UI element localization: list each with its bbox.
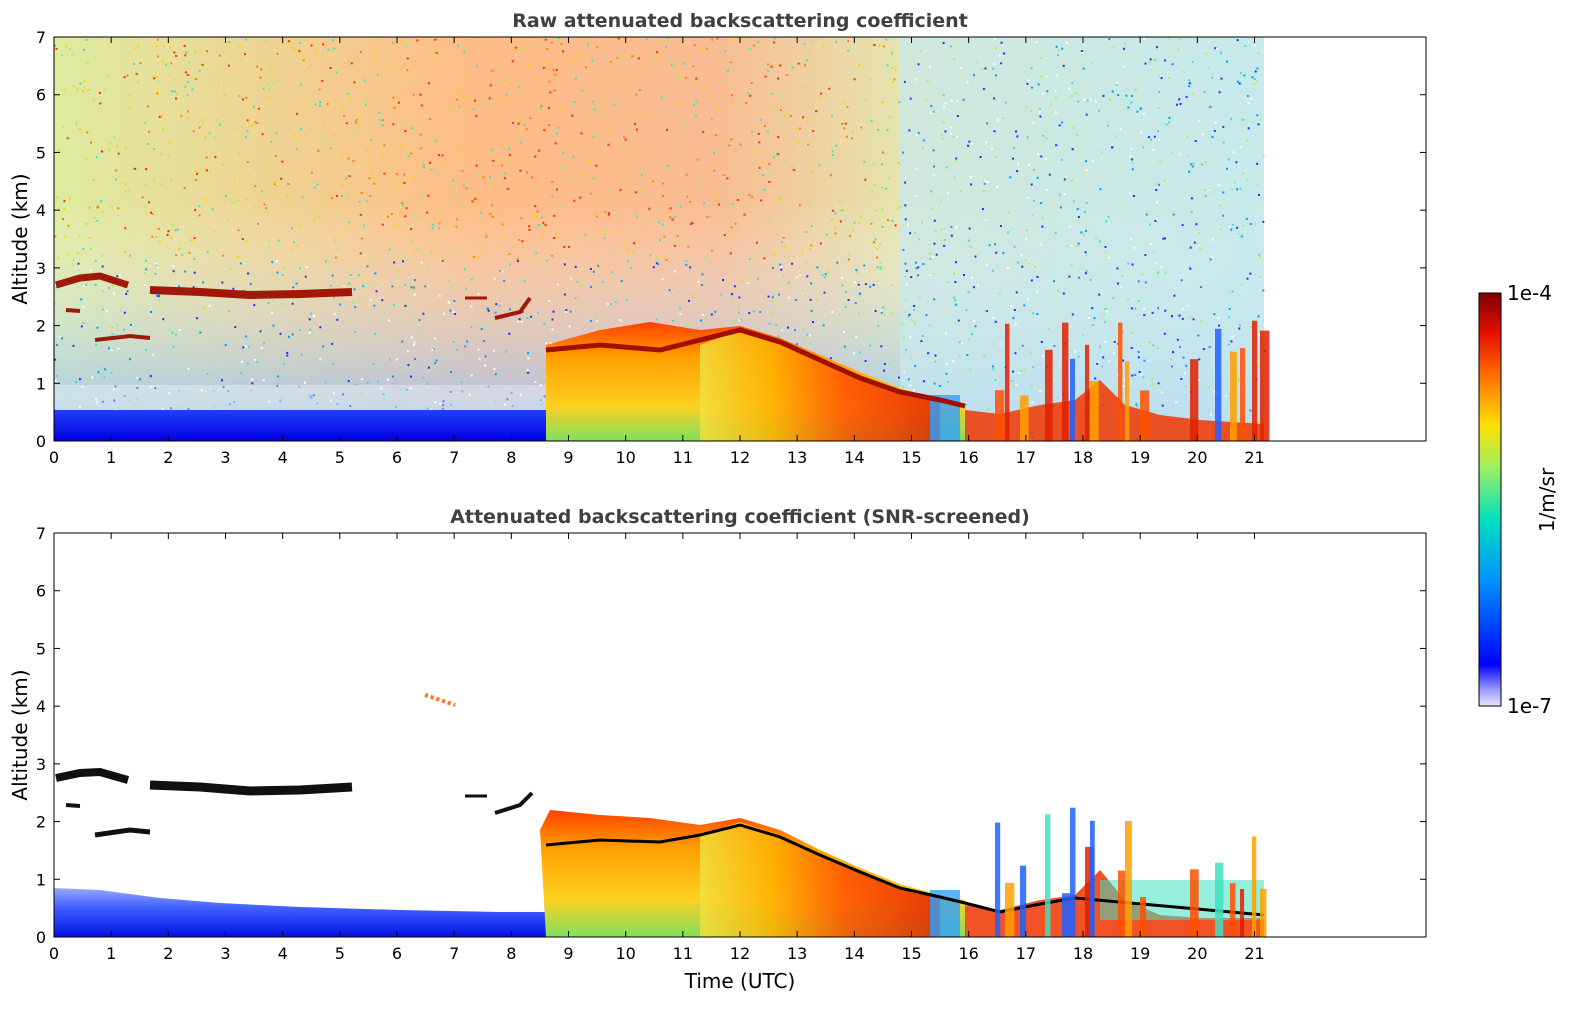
colorbar-max-label: 1e-4 [1507, 281, 1552, 305]
x-tick-label: 20 [1187, 448, 1207, 467]
panel-2-title: Attenuated backscattering coefficient (S… [450, 506, 1030, 528]
y-tick-label: 7 [36, 28, 46, 47]
x-axis-1: 0 1 2 3 4 5 6 7 8 9 10 11 12 13 14 15 16 17 18 19 20 21 [49, 37, 1265, 467]
x-tick-label: 1 [106, 448, 116, 467]
x-tick-label: 8 [506, 448, 516, 467]
y-tick-label: 4 [36, 201, 46, 220]
cloud-layers [55, 272, 532, 342]
panel-screened: Attenuated backscattering coefficient (S… [8, 506, 1427, 993]
heatmap-raw [54, 37, 1270, 441]
x-tick-label: 17 [1016, 448, 1036, 467]
x-tick-label: 2 [163, 448, 173, 467]
x-axis-2: 0 1 2 3 4 5 6 7 8 9 10 11 12 13 14 15 16 17 18 19 20 21 [49, 533, 1265, 963]
convective-spikes [995, 807, 1267, 937]
colorbar-min-label: 1e-7 [1507, 694, 1552, 718]
heatmap-screened [54, 693, 1267, 937]
x-tick-label: 7 [449, 448, 459, 467]
x-tick-label: 21 [1244, 448, 1264, 467]
convective-spikes [995, 320, 1270, 441]
x-tick-label: 20 [1187, 944, 1207, 963]
x-tick-label: 9 [563, 448, 573, 467]
x-tick-label: 10 [615, 448, 635, 467]
y-tick-label: 0 [36, 928, 46, 947]
x-tick-label: 2 [163, 944, 173, 963]
x-tick-label: 8 [506, 944, 516, 963]
panel-2-xlabel: Time (UTC) [684, 969, 796, 993]
colorbar-unit-label: 1/m/sr [1535, 467, 1559, 532]
x-tick-label: 15 [901, 944, 921, 963]
panel-1-ylabel: Altitude (km) [8, 173, 32, 304]
boundary-layer [54, 410, 546, 441]
x-tick-label: 6 [392, 944, 402, 963]
x-tick-label: 13 [787, 448, 807, 467]
x-tick-label: 12 [730, 448, 750, 467]
y-tick-label: 4 [36, 697, 46, 716]
x-tick-label: 12 [730, 944, 750, 963]
x-tick-label: 3 [220, 944, 230, 963]
y-tick-label: 6 [36, 582, 46, 601]
x-tick-label: 18 [1073, 448, 1093, 467]
x-tick-label: 7 [449, 944, 459, 963]
y-tick-label: 1 [36, 870, 46, 889]
x-tick-label: 19 [1130, 944, 1150, 963]
x-tick-label: 15 [901, 448, 921, 467]
y-tick-label: 3 [36, 259, 46, 278]
y-tick-label: 5 [36, 143, 46, 162]
x-tick-label: 16 [958, 944, 978, 963]
x-tick-label: 4 [278, 448, 288, 467]
x-tick-label: 10 [615, 944, 635, 963]
x-tick-label: 16 [958, 448, 978, 467]
panel-2-ylabel: Altitude (km) [8, 669, 32, 800]
x-tick-label: 13 [787, 944, 807, 963]
saturation-edge [545, 823, 1265, 917]
x-tick-label: 5 [335, 944, 345, 963]
x-tick-label: 11 [673, 448, 693, 467]
x-tick-label: 9 [563, 944, 573, 963]
x-tick-label: 14 [844, 448, 864, 467]
x-tick-label: 1 [106, 944, 116, 963]
y-tick-label: 7 [36, 524, 46, 543]
y-tick-label: 2 [36, 317, 46, 336]
x-tick-label: 6 [392, 448, 402, 467]
noise-speckle [54, 37, 1266, 441]
x-tick-label: 4 [278, 944, 288, 963]
x-tick-label: 0 [49, 448, 59, 467]
x-tick-label: 11 [673, 944, 693, 963]
x-tick-label: 21 [1244, 944, 1264, 963]
aerosol-layer-core [700, 822, 940, 937]
aerosol-layer-late [965, 380, 1264, 441]
y-tick-label: 6 [36, 86, 46, 105]
y-tick-label: 3 [36, 755, 46, 774]
x-tick-label: 5 [335, 448, 345, 467]
noise-late [900, 37, 1264, 441]
x-tick-label: 19 [1130, 448, 1150, 467]
colorbar: 1e-4 1e-7 1/m/sr [1478, 281, 1559, 718]
colorbar-gradient [1478, 292, 1502, 707]
boundary-layer [54, 888, 546, 937]
y-tick-label: 5 [36, 639, 46, 658]
aerosol-layer-core [700, 330, 940, 441]
aerosol-top-edge [545, 327, 966, 409]
panel-1-title: Raw attenuated backscattering coefficien… [512, 10, 968, 32]
x-tick-label: 0 [49, 944, 59, 963]
y-axis-2: 0 1 2 3 4 5 6 7 [36, 524, 1426, 947]
y-axis-1: 0 1 2 3 4 5 6 7 [36, 28, 1426, 451]
y-tick-label: 0 [36, 432, 46, 451]
panel-raw: Raw attenuated backscattering coefficien… [8, 10, 1427, 467]
x-tick-label: 14 [844, 944, 864, 963]
cloud-layers [55, 693, 534, 838]
x-tick-label: 17 [1016, 944, 1036, 963]
y-tick-label: 2 [36, 813, 46, 832]
y-tick-label: 1 [36, 374, 46, 393]
x-tick-label: 18 [1073, 944, 1093, 963]
x-tick-label: 3 [220, 448, 230, 467]
